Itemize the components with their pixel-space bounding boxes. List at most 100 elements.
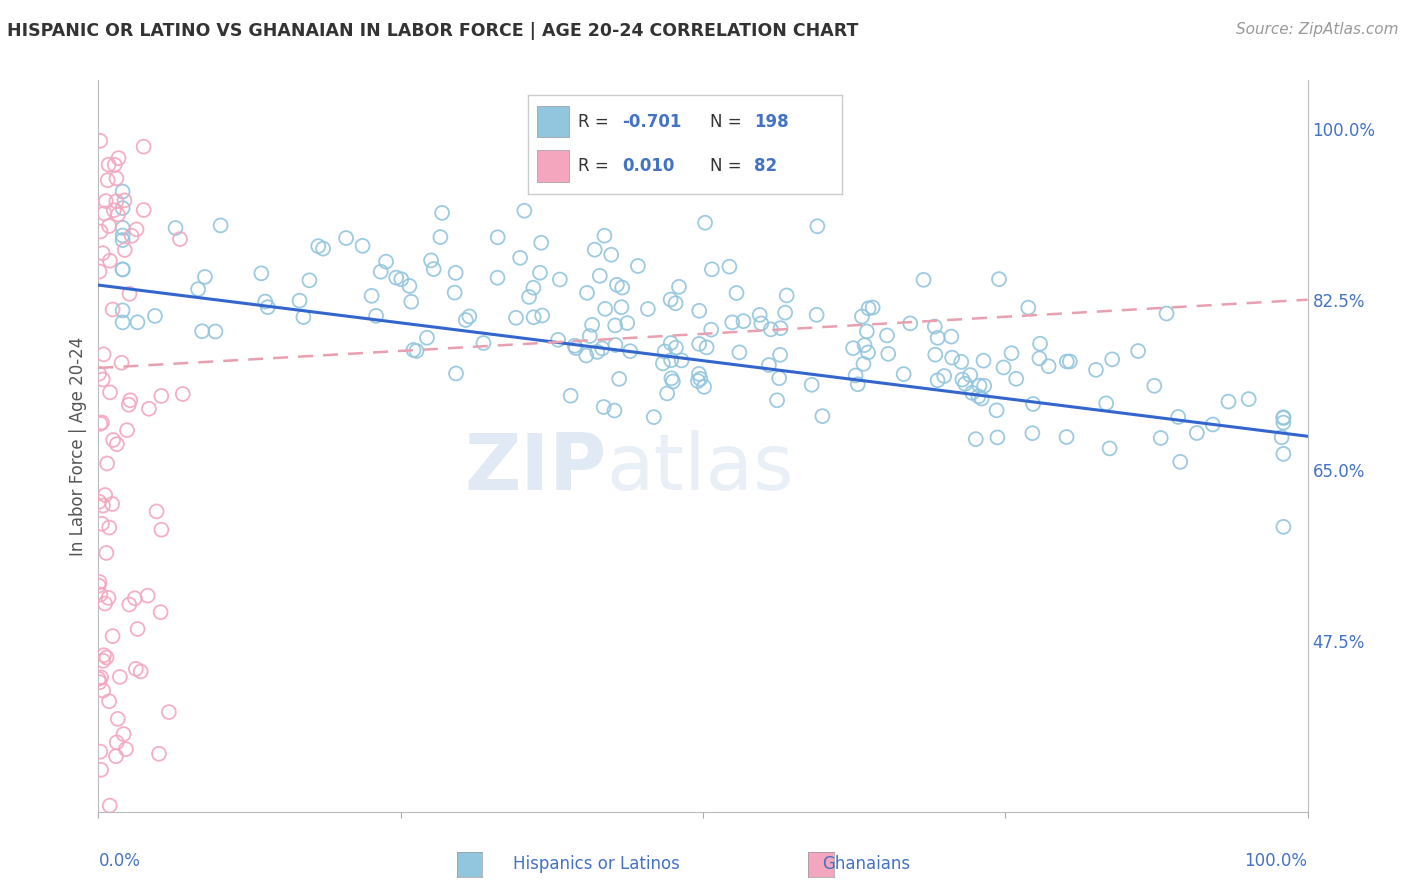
Point (513, 203, 536, 218)
Point (118, 598, 141, 612)
Point (1000, 346, 1022, 360)
Point (718, 260, 741, 274)
Point (312, 242, 335, 256)
Point (98, 798, 121, 813)
Point (959, 368, 981, 382)
Text: N =: N = (710, 112, 747, 130)
Point (402, 343, 425, 357)
Point (924, 319, 946, 334)
Point (307, 239, 329, 253)
Point (564, 339, 586, 353)
Point (132, 202, 155, 217)
Point (586, 345, 609, 359)
Point (1021, 426, 1043, 441)
Point (1168, 455, 1191, 469)
Text: -0.701: -0.701 (621, 112, 682, 130)
Point (576, 285, 599, 300)
Point (430, 206, 453, 220)
Point (972, 353, 994, 368)
Point (1156, 306, 1178, 320)
Point (96, 457, 118, 471)
Point (1272, 447, 1295, 461)
Point (254, 294, 277, 309)
Point (1084, 363, 1107, 377)
Point (1017, 301, 1039, 315)
Point (769, 348, 792, 362)
Point (370, 265, 392, 279)
Point (114, 243, 136, 257)
Point (103, 203, 125, 218)
Point (605, 318, 627, 333)
Point (924, 348, 946, 362)
Point (1095, 396, 1118, 410)
Point (118, 398, 141, 412)
Point (1272, 416, 1295, 430)
Point (145, 504, 167, 518)
Bar (537, 150, 568, 182)
Point (422, 262, 444, 277)
Point (993, 360, 1015, 375)
Point (769, 321, 792, 335)
Point (111, 185, 134, 199)
Point (114, 194, 136, 208)
Point (505, 310, 527, 325)
Point (1143, 379, 1166, 393)
Point (89, 588, 111, 602)
Point (104, 158, 127, 172)
Point (842, 341, 865, 355)
Point (529, 266, 551, 280)
Point (637, 301, 659, 316)
Point (593, 301, 616, 316)
Point (773, 305, 796, 319)
Point (1028, 351, 1050, 366)
Point (111, 262, 134, 277)
Text: 82: 82 (754, 157, 778, 175)
Point (125, 222, 148, 236)
Point (659, 336, 682, 351)
Point (187, 282, 209, 296)
Point (589, 268, 612, 283)
Point (1022, 397, 1045, 411)
Point (129, 665, 152, 679)
Point (700, 262, 723, 277)
Point (250, 266, 273, 280)
Point (686, 374, 709, 388)
Point (96, 650, 118, 665)
Point (845, 368, 868, 383)
Point (522, 281, 544, 295)
Point (600, 248, 623, 262)
Point (654, 344, 676, 359)
Point (93, 206, 115, 220)
Point (150, 389, 173, 403)
Point (627, 259, 650, 273)
Point (157, 705, 180, 719)
Point (121, 228, 143, 243)
Point (405, 343, 427, 358)
Point (89, 675, 111, 690)
Point (603, 403, 626, 417)
Point (91, 372, 114, 386)
Point (953, 376, 976, 391)
Point (565, 341, 588, 355)
Point (89, 745, 111, 759)
Point (530, 235, 553, 250)
Point (143, 309, 166, 323)
Point (298, 273, 321, 287)
Point (172, 387, 194, 401)
Point (98, 385, 121, 400)
Point (606, 277, 628, 292)
Point (862, 301, 884, 315)
Point (547, 333, 569, 347)
Point (578, 329, 600, 343)
Point (523, 310, 546, 325)
Point (105, 171, 128, 186)
Point (759, 322, 782, 336)
Point (91, 246, 114, 260)
Point (776, 288, 799, 302)
Point (1038, 359, 1060, 374)
Point (1167, 409, 1189, 424)
Point (898, 317, 921, 331)
Point (375, 254, 398, 268)
Point (108, 670, 131, 684)
Text: ZIP: ZIP (464, 430, 606, 506)
